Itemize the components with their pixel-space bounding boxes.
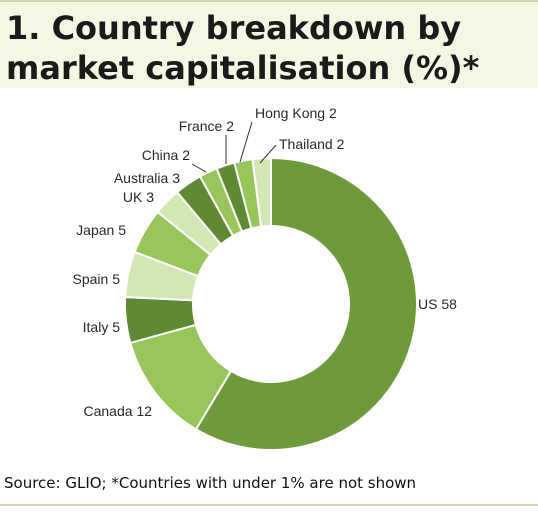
label-australia: Australia 3 <box>114 170 180 186</box>
label-japan: Japan 5 <box>76 222 126 238</box>
label-uk: UK 3 <box>123 189 154 205</box>
label-china: China 2 <box>142 147 190 163</box>
bottom-rule <box>0 504 538 506</box>
top-rule <box>0 0 538 2</box>
leader-line-thailand <box>259 144 277 164</box>
title-band: 1. Country breakdown by market capitalis… <box>0 2 538 88</box>
label-france: France 2 <box>179 118 234 134</box>
leader-line-hong-kong <box>239 121 253 163</box>
chart-area: US 58 Canada 12 Italy 5 Spain 5 Japan 5 UK 3 A… <box>0 88 538 460</box>
slice-thailand <box>251 156 272 228</box>
slice-us <box>194 156 418 451</box>
chart-title: 1. Country breakdown by market capitalis… <box>6 9 480 87</box>
label-spain: Spain 5 <box>73 271 121 287</box>
label-canada: Canada 12 <box>83 403 152 419</box>
leader-line-china <box>191 163 207 173</box>
label-italy: Italy 5 <box>83 319 121 335</box>
donut-chart: US 58 Canada 12 Italy 5 Spain 5 Japan 5 UK 3 A… <box>73 105 457 451</box>
source-note: Source: GLIO; *Countries with under 1% a… <box>4 474 417 492</box>
label-hong-kong: Hong Kong 2 <box>255 105 337 121</box>
label-thailand: Thailand 2 <box>279 136 345 152</box>
label-us: US 58 <box>418 296 457 312</box>
